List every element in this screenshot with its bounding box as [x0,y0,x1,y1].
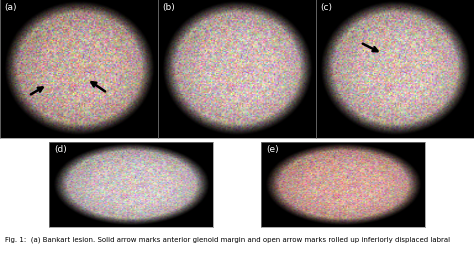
Text: (d): (d) [54,145,67,154]
Text: (b): (b) [163,3,175,12]
Text: (e): (e) [266,145,279,154]
Text: (c): (c) [321,3,333,12]
Text: Fig. 1:  (a) Bankart lesion. Solid arrow marks anterior glenoid margin and open : Fig. 1: (a) Bankart lesion. Solid arrow … [5,237,450,244]
Text: (a): (a) [5,3,17,12]
